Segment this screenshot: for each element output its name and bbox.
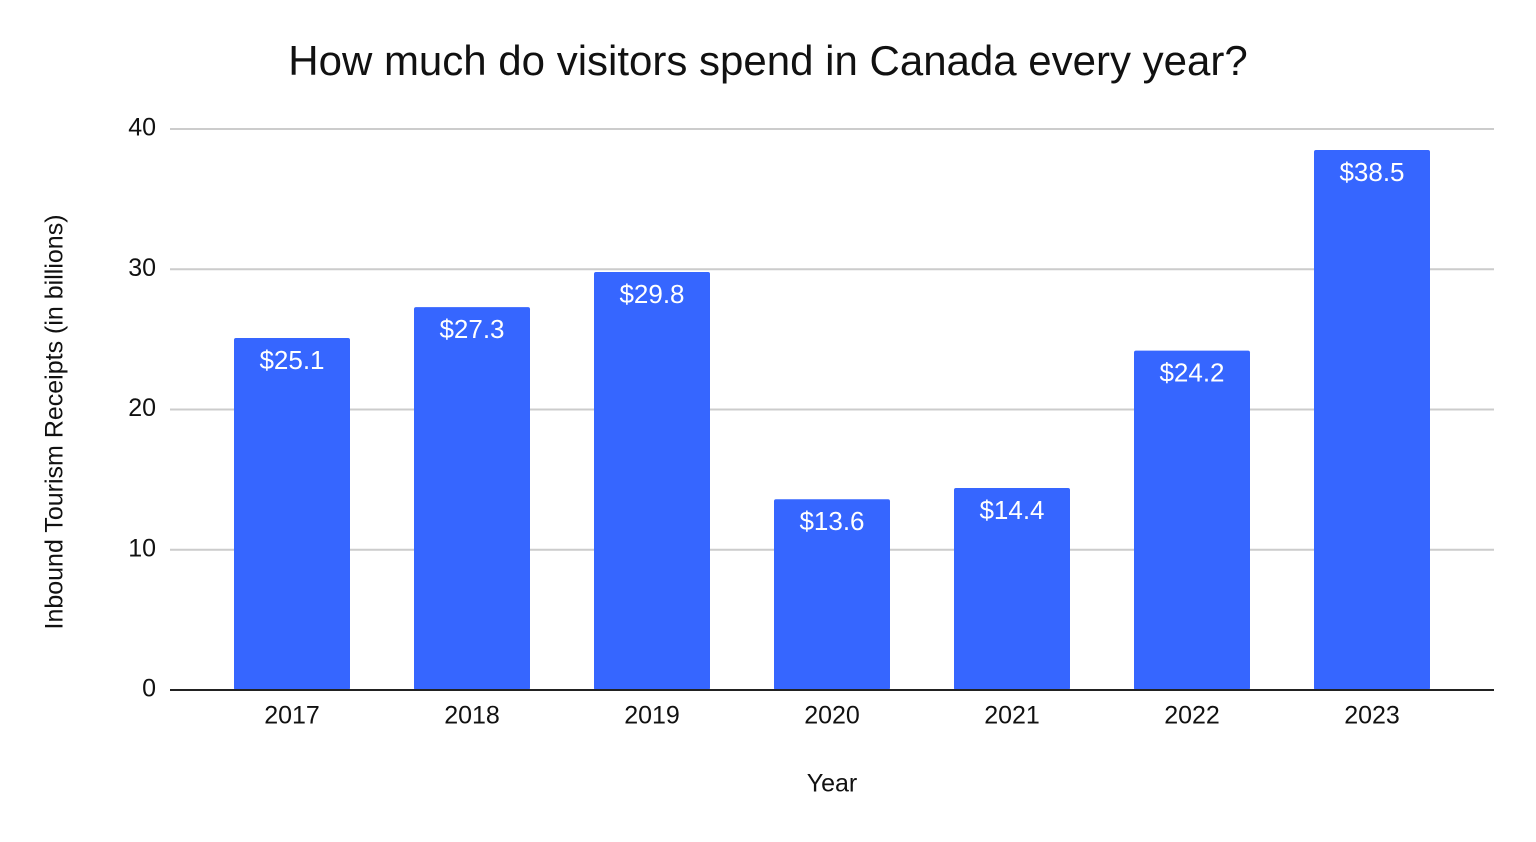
- value-label: $24.2: [1159, 357, 1224, 387]
- value-label: $25.1: [259, 345, 324, 375]
- x-tick-label: 2023: [1344, 702, 1400, 730]
- value-label: $13.6: [799, 506, 864, 536]
- value-label: $27.3: [439, 314, 504, 344]
- bar: [1314, 150, 1430, 691]
- x-axis-title: Year: [807, 770, 858, 798]
- y-tick-label: 30: [128, 254, 156, 282]
- y-tick-label: 20: [128, 394, 156, 422]
- bar: [594, 272, 710, 690]
- bar: [234, 337, 350, 690]
- bar: [1134, 350, 1250, 690]
- y-tick-label: 0: [142, 675, 156, 703]
- x-tick-label: 2020: [804, 702, 860, 730]
- bar: [414, 307, 530, 690]
- bar: [774, 499, 890, 690]
- x-tick-label: 2021: [984, 702, 1040, 730]
- x-tick-label: 2018: [444, 702, 500, 730]
- x-tick-label: 2022: [1164, 702, 1220, 730]
- x-tick-label: 2017: [264, 702, 320, 730]
- y-tick-label: 10: [128, 534, 156, 562]
- value-label: $38.5: [1339, 157, 1404, 187]
- y-axis-title: Inbound Tourism Receipts (in billions): [41, 214, 69, 629]
- y-tick-label: 40: [128, 114, 156, 142]
- x-tick-label: 2019: [624, 702, 680, 730]
- value-label: $29.8: [619, 279, 684, 309]
- chart-title: How much do visitors spend in Canada eve…: [288, 37, 1247, 84]
- value-label: $14.4: [979, 495, 1044, 525]
- bar: [954, 488, 1070, 690]
